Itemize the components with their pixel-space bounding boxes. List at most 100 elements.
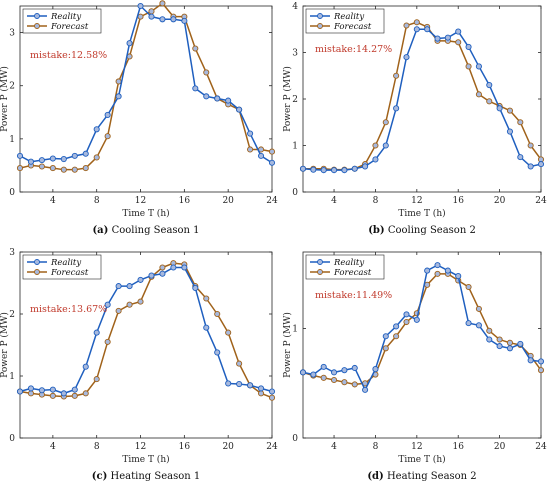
data-point — [434, 270, 441, 277]
data-point — [330, 376, 338, 384]
x-tick-label: 4 — [50, 442, 56, 452]
data-point — [351, 364, 358, 372]
data-point — [341, 379, 348, 386]
plot-area — [302, 251, 542, 439]
x-tick-label: 16 — [452, 442, 464, 452]
data-point — [372, 366, 379, 373]
data-point — [299, 165, 307, 172]
data-point — [517, 340, 524, 347]
panel-caption-text: Heating Season 1 — [107, 471, 200, 482]
data-point — [486, 327, 493, 334]
data-point — [148, 8, 155, 15]
data-point — [203, 93, 210, 100]
legend-label-reality: Reality — [50, 258, 81, 268]
panel-caption-text: Cooling Season 2 — [385, 225, 476, 236]
x-tick-label: 12 — [135, 196, 146, 206]
x-tick-label: 16 — [179, 442, 191, 452]
y-axis-label: Power P (MW) — [0, 66, 10, 132]
legend-label-reality: Reality — [333, 12, 364, 22]
data-point — [82, 390, 89, 397]
x-axis-label: Time T (h) — [398, 208, 445, 219]
series-reality — [299, 26, 545, 174]
data-point — [486, 336, 493, 343]
panel-caption: (a) Cooling Season 1 — [92, 225, 199, 236]
data-point — [506, 345, 514, 352]
data-point — [393, 333, 400, 340]
data-point — [170, 16, 177, 23]
data-point — [382, 333, 389, 340]
data-point — [444, 267, 451, 274]
data-point — [137, 276, 144, 283]
plot-area — [19, 5, 273, 193]
y-tick-label: 3 — [9, 29, 15, 39]
x-tick-label: 24 — [535, 196, 547, 206]
data-point — [351, 165, 358, 172]
data-point — [424, 281, 431, 288]
data-point — [372, 142, 379, 149]
panel-letter: (b) — [368, 225, 384, 236]
data-point — [93, 126, 100, 133]
data-point — [181, 264, 188, 271]
y-axis-label: Power P (MW) — [0, 312, 10, 378]
data-point — [214, 310, 221, 318]
data-point — [434, 35, 441, 42]
data-point — [192, 85, 199, 92]
mistake-annotation: mistake:13.67% — [30, 304, 107, 315]
data-point — [486, 82, 493, 89]
legend-box — [305, 8, 385, 34]
panel-caption: (d) Heating Season 2 — [367, 471, 476, 482]
data-point — [475, 91, 482, 98]
y-tick-label: 2 — [292, 95, 298, 105]
mistake-annotation: mistake:11.49% — [315, 290, 392, 301]
data-point — [203, 295, 210, 302]
data-point — [104, 133, 111, 140]
data-point — [362, 163, 369, 170]
data-point — [537, 367, 545, 374]
data-point — [137, 2, 144, 10]
data-point — [424, 26, 431, 33]
data-point — [181, 17, 188, 24]
data-point — [236, 381, 243, 388]
data-point — [496, 343, 503, 350]
data-point — [527, 163, 534, 170]
data-point — [506, 107, 514, 114]
data-point — [496, 336, 503, 343]
x-tick-label: 16 — [179, 196, 191, 206]
data-point — [60, 166, 67, 173]
mistake-annotation: mistake:14.27% — [315, 44, 392, 55]
data-point — [382, 142, 389, 149]
data-point — [527, 357, 534, 364]
data-point — [537, 358, 545, 365]
data-point — [330, 369, 338, 376]
data-point — [351, 381, 358, 388]
data-point — [16, 152, 24, 159]
x-tick-label: 4 — [50, 196, 56, 206]
data-point — [393, 323, 400, 330]
data-point — [225, 380, 232, 387]
x-tick-label: 8 — [373, 442, 379, 452]
data-point — [49, 165, 56, 172]
data-point — [341, 167, 348, 174]
x-tick-label: 8 — [373, 196, 379, 206]
data-point — [486, 98, 493, 105]
data-point — [537, 161, 545, 168]
data-point — [393, 72, 400, 79]
y-tick-label: 0 — [292, 434, 298, 444]
data-point — [434, 262, 441, 269]
legend-label-forecast: Forecast — [333, 22, 372, 32]
data-point — [382, 119, 389, 126]
data-point — [506, 339, 514, 346]
x-tick-label: 12 — [411, 196, 422, 206]
data-point — [115, 93, 122, 100]
legend-swatch-marker — [317, 13, 323, 19]
data-point — [247, 146, 254, 153]
data-point — [126, 283, 133, 290]
data-point — [382, 345, 389, 352]
panel-caption: (c) Heating Season 1 — [92, 471, 200, 482]
data-point — [455, 273, 462, 280]
